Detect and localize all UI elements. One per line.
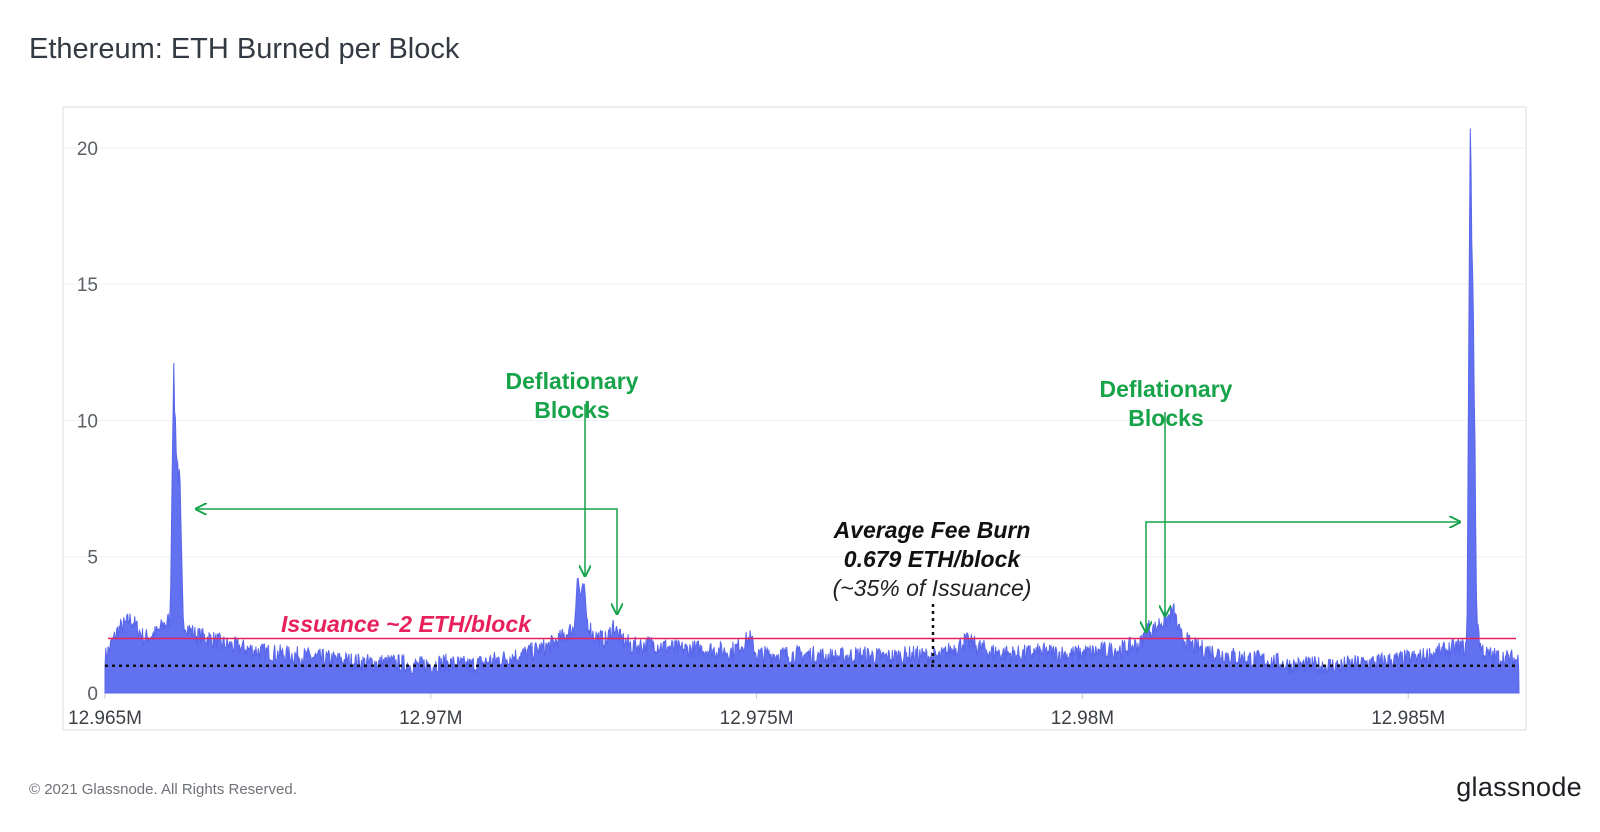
x-tick-label: 12.975M bbox=[720, 708, 794, 729]
x-tick-label: 12.985M bbox=[1371, 708, 1445, 729]
annotation-average-line2: 0.679 ETH/block bbox=[844, 546, 1022, 572]
annotations: Deflationary Blocks Deflationary Blocks Issu… bbox=[196, 368, 1460, 664]
annotation-deflationary-2-line2: Blocks bbox=[1128, 405, 1203, 431]
annotation-deflationary-2-line1: Deflationary bbox=[1100, 376, 1233, 402]
annotation-average-line1: Average Fee Burn bbox=[833, 517, 1031, 543]
x-tick-label: 12.965M bbox=[68, 708, 142, 729]
annotation-deflationary-1-line1: Deflationary bbox=[506, 368, 639, 394]
burn-chart: 0 5 10 15 20 12.965M 12.97M 12.975M 12.98M 12.98… bbox=[62, 106, 1527, 731]
x-tick-label: 12.98M bbox=[1051, 708, 1114, 729]
x-tick-label: 12.97M bbox=[399, 708, 462, 729]
grid-lines bbox=[64, 147, 1525, 558]
glassnode-logo: glassnode bbox=[1456, 772, 1582, 802]
y-tick-label: 5 bbox=[87, 548, 98, 569]
copyright-text: © 2021 Glassnode. All Rights Reserved. bbox=[29, 781, 297, 798]
chart-title: Ethereum: ETH Burned per Block bbox=[29, 33, 460, 65]
annotation-issuance: Issuance ~2 ETH/block bbox=[281, 611, 532, 637]
arrow-deflationary-2-bracket bbox=[1146, 522, 1460, 632]
y-tick-label: 10 bbox=[77, 411, 98, 432]
plot-frame bbox=[62, 106, 1527, 731]
x-axis-ticks: 12.965M 12.97M 12.975M 12.98M 12.985M bbox=[68, 693, 1445, 729]
annotation-deflationary-1-line2: Blocks bbox=[534, 397, 609, 423]
series-area bbox=[104, 128, 1520, 694]
y-tick-label: 0 bbox=[87, 684, 98, 705]
y-tick-label: 20 bbox=[77, 139, 98, 160]
y-tick-label: 15 bbox=[77, 275, 98, 296]
arrow-deflationary-1-bracket bbox=[196, 509, 617, 614]
annotation-average-line3: (~35% of Issuance) bbox=[833, 575, 1032, 601]
y-axis-ticks: 0 5 10 15 20 bbox=[77, 139, 98, 705]
